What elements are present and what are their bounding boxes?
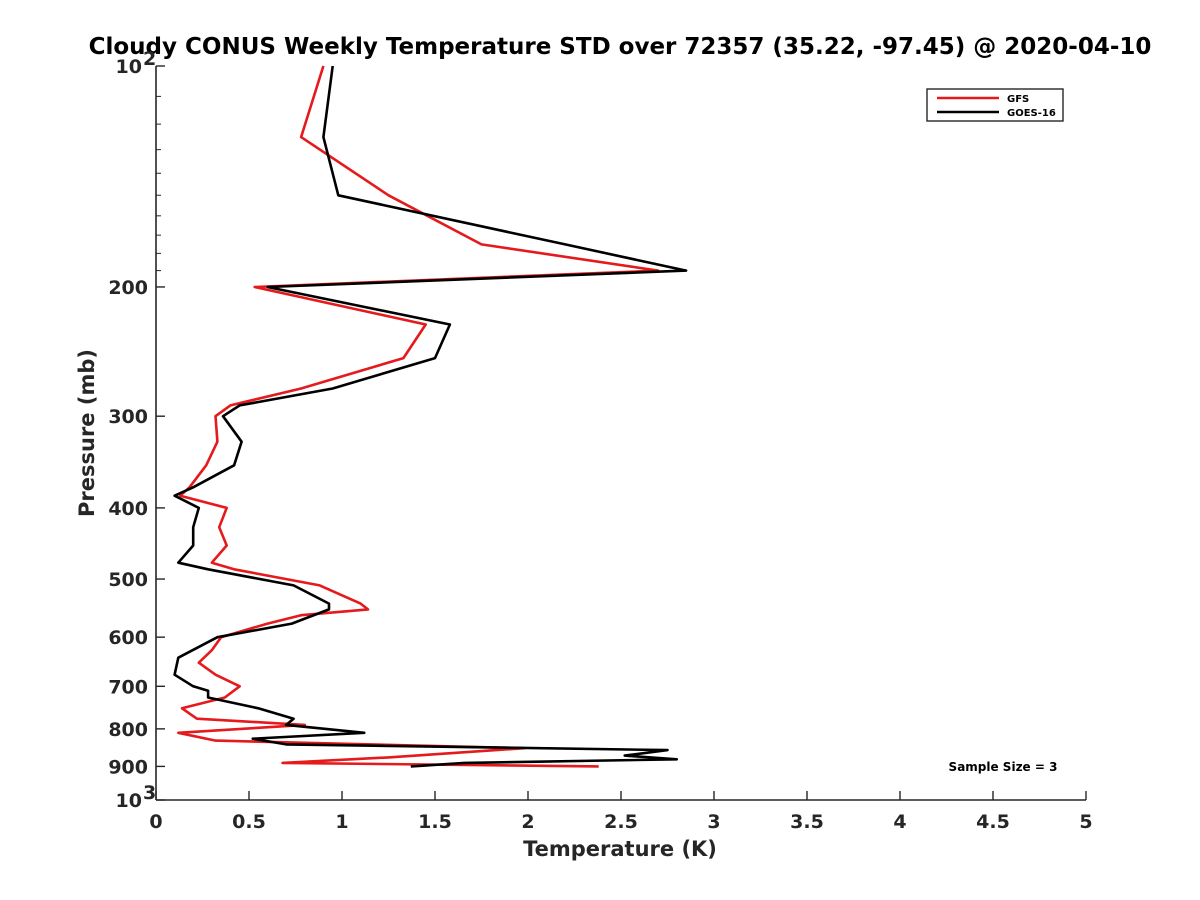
y-tick-label: 600 — [108, 627, 148, 649]
x-tick-label: 4.5 — [976, 811, 1010, 833]
sample-size-annotation: Sample Size = 3 — [949, 760, 1058, 774]
series-line-gfs — [177, 65, 660, 768]
y-tick-label: 10 — [116, 56, 142, 78]
y-tick-label: 400 — [108, 498, 148, 520]
y-tick-label: 900 — [108, 756, 148, 778]
legend-box — [926, 88, 1064, 122]
y-tick-exponent: 2 — [143, 48, 156, 70]
x-tick-label: 2.5 — [604, 811, 638, 833]
y-tick-label: 700 — [108, 676, 148, 698]
x-tick-label: 1 — [335, 811, 348, 833]
y-tick-label: 300 — [108, 406, 148, 428]
plot-area: 0 0.5 1 1.5 2 2.5 3 3.5 4 4.5 510 22003004005006007… — [108, 48, 1092, 833]
y-axis-label: Pressure (mb) — [75, 349, 99, 517]
x-tick-label: 5 — [1079, 811, 1092, 833]
chart-title: Cloudy CONUS Weekly Temperature STD over… — [89, 34, 1152, 60]
x-tick-label: 1.5 — [418, 811, 452, 833]
legend-label: GFS — [1007, 94, 1029, 105]
series-line-goes-16 — [173, 65, 688, 768]
y-tick-label: 200 — [108, 277, 148, 299]
y-tick-label: 800 — [108, 719, 148, 741]
x-tick-label: 0 — [149, 811, 162, 833]
legend: GFS GOES-16 — [926, 88, 1064, 122]
x-tick-label: 4 — [893, 811, 906, 833]
x-tick-label: 3.5 — [790, 811, 824, 833]
y-tick-label: 10 — [116, 790, 142, 812]
x-tick-label: 2 — [521, 811, 534, 833]
x-tick-label: 0.5 — [232, 811, 266, 833]
legend-label: GOES-16 — [1007, 108, 1056, 119]
y-tick-label: 500 — [108, 569, 148, 591]
x-axis-label: Temperature (K) — [523, 837, 717, 861]
y-tick-exponent: 3 — [143, 782, 156, 804]
x-tick-label: 3 — [707, 811, 720, 833]
